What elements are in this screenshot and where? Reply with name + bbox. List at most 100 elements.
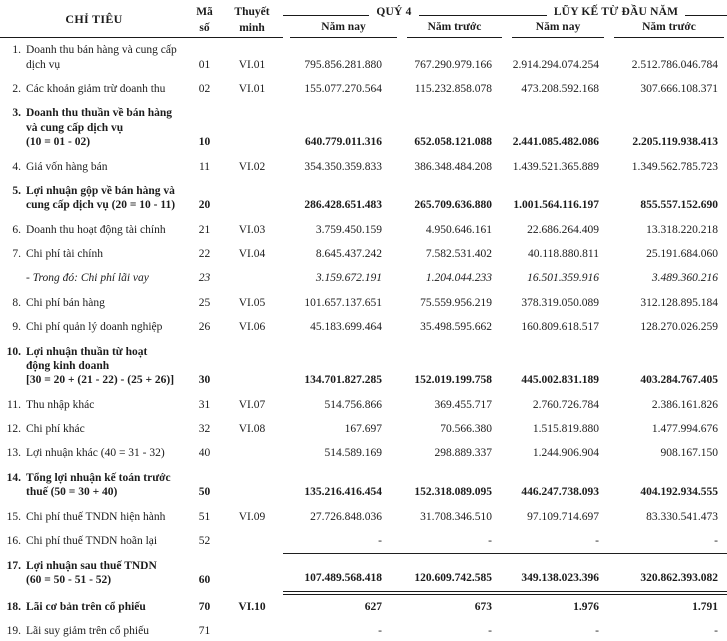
cell-q4-now: 3.759.450.159 bbox=[315, 223, 382, 236]
cell-ytd-now: - bbox=[505, 618, 607, 641]
rule-right-of-q4 bbox=[418, 15, 505, 17]
header-code-line2: số bbox=[188, 19, 221, 39]
row-number: 7. bbox=[12, 248, 21, 260]
row-number: 13. bbox=[6, 447, 21, 460]
cell-code: 11 bbox=[198, 160, 211, 173]
row-label-text: Lãi suy giảm trên cổ phiếu bbox=[26, 624, 149, 637]
cell-ytd-prior: 908.167.150 bbox=[660, 447, 719, 460]
cell-q4-prior: 1.204.044.233 bbox=[425, 272, 492, 285]
row-label: 8. Chi phí bán hàng bbox=[0, 291, 188, 315]
row-label: 16. Chi phí thuế TNDN hoãn lại bbox=[0, 529, 188, 554]
rule-left-of-ytd bbox=[505, 15, 547, 17]
cell-q4-now: 354.350.359.833 bbox=[304, 160, 382, 173]
row-label: 10. Lợi nhuận thuần từ hoạt động kinh doan… bbox=[0, 340, 188, 393]
cell-ytd-prior: 25.191.684.060 bbox=[646, 248, 718, 260]
cell-note bbox=[221, 618, 283, 641]
row-label-text: Doanh thu thuần về bán hàng và cung cấp d… bbox=[26, 107, 173, 149]
cell-ytd-prior: 307.666.108.371 bbox=[640, 83, 718, 95]
cell-ytd-now: 378.319.050.089 bbox=[521, 296, 599, 309]
cell-note bbox=[221, 101, 283, 154]
row-label-text: Doanh thu hoạt động tài chính bbox=[26, 223, 166, 236]
table-row: 8. Chi phí bán hàng 25 VI.05 101.657.137.651… bbox=[0, 291, 727, 315]
cell-ytd-prior: 320.862.393.082 bbox=[607, 553, 727, 595]
cell-code: 40 bbox=[198, 447, 211, 460]
row-label: 13. Lợi nhuận khác (40 = 31 - 32) bbox=[0, 441, 188, 465]
cell-ytd-now: 2.760.726.784 bbox=[532, 398, 599, 411]
cell-q4-now: 286.428.651.483 bbox=[304, 199, 382, 212]
cell-q4-prior: 120.609.742.585 bbox=[400, 553, 505, 595]
cell-code: 30 bbox=[198, 374, 211, 387]
row-label: 11. Thu nhập khác bbox=[0, 393, 188, 417]
table-header: CHỈ TIÊU Mã Thuyết QUÝ 4 LŨY KẾ TỪ ĐẦU N… bbox=[0, 2, 727, 39]
cell-ytd-prior: 312.128.895.184 bbox=[640, 296, 718, 309]
cell-q4-prior: - bbox=[400, 528, 505, 555]
table-row: - Trong đó: Chi phí lãi vay 23 3.159.672.1… bbox=[0, 266, 727, 290]
row-number: 10. bbox=[6, 345, 21, 358]
row-label-text: Giá vốn hàng bán bbox=[26, 160, 108, 173]
cell-q4-prior: 652.058.121.088 bbox=[414, 136, 492, 149]
cell-ytd-now: 349.138.023.396 bbox=[505, 553, 607, 595]
row-label: 2. Các khoản giảm trừ doanh thu bbox=[0, 77, 188, 101]
cell-note: VI.10 bbox=[238, 600, 266, 613]
row-label: 5. Lợi nhuận gộp về bán hàng và cung cấp d… bbox=[0, 179, 188, 218]
cell-ytd-now: - bbox=[505, 528, 607, 555]
table-row: 6. Doanh thu hoạt động tài chính 21 VI.03 3.… bbox=[0, 218, 727, 242]
row-label-text: Chi phí khác bbox=[26, 423, 85, 435]
row-label-text: Lợi nhuận thuần từ hoạt động kinh doanh [3… bbox=[26, 345, 175, 387]
cell-code: 51 bbox=[198, 510, 211, 523]
cell-ytd-prior: 2.205.119.938.413 bbox=[632, 136, 718, 149]
cell-q4-prior: 31.708.346.510 bbox=[420, 510, 492, 523]
row-label-text: Lợi nhuận gộp về bán hàng và cung cấp dịc… bbox=[26, 184, 176, 212]
cell-code: 02 bbox=[198, 83, 211, 95]
table-row: 19. Lãi suy giảm trên cổ phiếu 71- - - - bbox=[0, 618, 727, 641]
cell-note: VI.01 bbox=[238, 83, 266, 95]
cell-q4-prior: 152.019.199.758 bbox=[414, 374, 492, 387]
header-code-line1: Mã bbox=[196, 6, 213, 18]
header-ytd-this-year: Năm nay bbox=[505, 19, 607, 38]
cell-q4-now: - bbox=[283, 618, 400, 641]
header-ytd-prior-year: Năm trước bbox=[607, 19, 727, 38]
cell-ytd-prior: 855.557.152.690 bbox=[640, 199, 718, 212]
cell-code: 10 bbox=[198, 136, 211, 149]
cell-code: 22 bbox=[198, 248, 211, 260]
cell-ytd-prior: 404.192.934.555 bbox=[640, 486, 718, 499]
row-label-text: Chi phí quản lý doanh nghiệp bbox=[26, 321, 163, 334]
cell-ytd-now: 2.441.085.482.086 bbox=[512, 136, 599, 149]
table-body: 1. Doanh thu bán hàng và cung cấp dịch vụ 0… bbox=[0, 38, 727, 641]
header-group-quarter4: QUÝ 4 bbox=[283, 2, 505, 19]
row-label: 12. Chi phí khác bbox=[0, 417, 188, 441]
cell-note: VI.06 bbox=[238, 321, 266, 334]
cell-q4-now: 45.183.699.464 bbox=[310, 321, 382, 334]
cell-q4-now: 134.701.827.285 bbox=[304, 374, 382, 387]
cell-ytd-now: 473.208.592.168 bbox=[521, 83, 599, 95]
cell-note: VI.04 bbox=[238, 248, 266, 260]
cell-q4-now: 514.589.169 bbox=[324, 447, 383, 460]
cell-ytd-prior: 2.386.161.826 bbox=[651, 398, 718, 411]
table-row: 3. Doanh thu thuần về bán hàng và cung cấp… bbox=[0, 101, 727, 154]
cell-code: 01 bbox=[198, 58, 211, 71]
header-group-q4-label: QUÝ 4 bbox=[376, 6, 412, 18]
cell-q4-prior: 152.318.089.095 bbox=[414, 486, 492, 499]
cell-q4-prior: 298.889.337 bbox=[434, 447, 493, 460]
cell-code: 32 bbox=[198, 423, 211, 435]
row-number: 15. bbox=[6, 510, 21, 523]
cell-q4-prior: 35.498.595.662 bbox=[420, 321, 492, 334]
table-row: 2. Các khoản giảm trừ doanh thu 02 VI.01 155… bbox=[0, 77, 727, 101]
header-row-groups: CHỈ TIÊU Mã Thuyết QUÝ 4 LŨY KẾ TỪ ĐẦU N… bbox=[0, 2, 727, 39]
table-row: 5. Lợi nhuận gộp về bán hàng và cung cấp d… bbox=[0, 179, 727, 218]
row-label-text: - Trong đó: Chi phí lãi vay bbox=[26, 272, 149, 285]
cell-code: 26 bbox=[198, 321, 211, 334]
row-label: 4. Giá vốn hàng bán bbox=[0, 155, 188, 179]
header-group-ytd: LŨY KẾ TỪ ĐẦU NĂM bbox=[505, 2, 727, 19]
cell-ytd-prior: 1.791 bbox=[692, 600, 718, 613]
cell-note bbox=[221, 340, 283, 393]
cell-code: 23 bbox=[198, 272, 211, 285]
cell-ytd-prior: 1.477.994.676 bbox=[651, 423, 718, 435]
row-label-text: Lợi nhuận sau thuế TNDN (60 = 50 - 51 - 5… bbox=[26, 559, 157, 587]
header-q4-this-year: Năm nay bbox=[283, 19, 400, 38]
row-label: 9. Chi phí quản lý doanh nghiệp bbox=[0, 315, 188, 339]
cell-q4-prior: 767.290.979.166 bbox=[414, 58, 492, 71]
cell-note: VI.02 bbox=[238, 160, 266, 173]
cell-q4-prior: 386.348.484.208 bbox=[414, 160, 492, 173]
